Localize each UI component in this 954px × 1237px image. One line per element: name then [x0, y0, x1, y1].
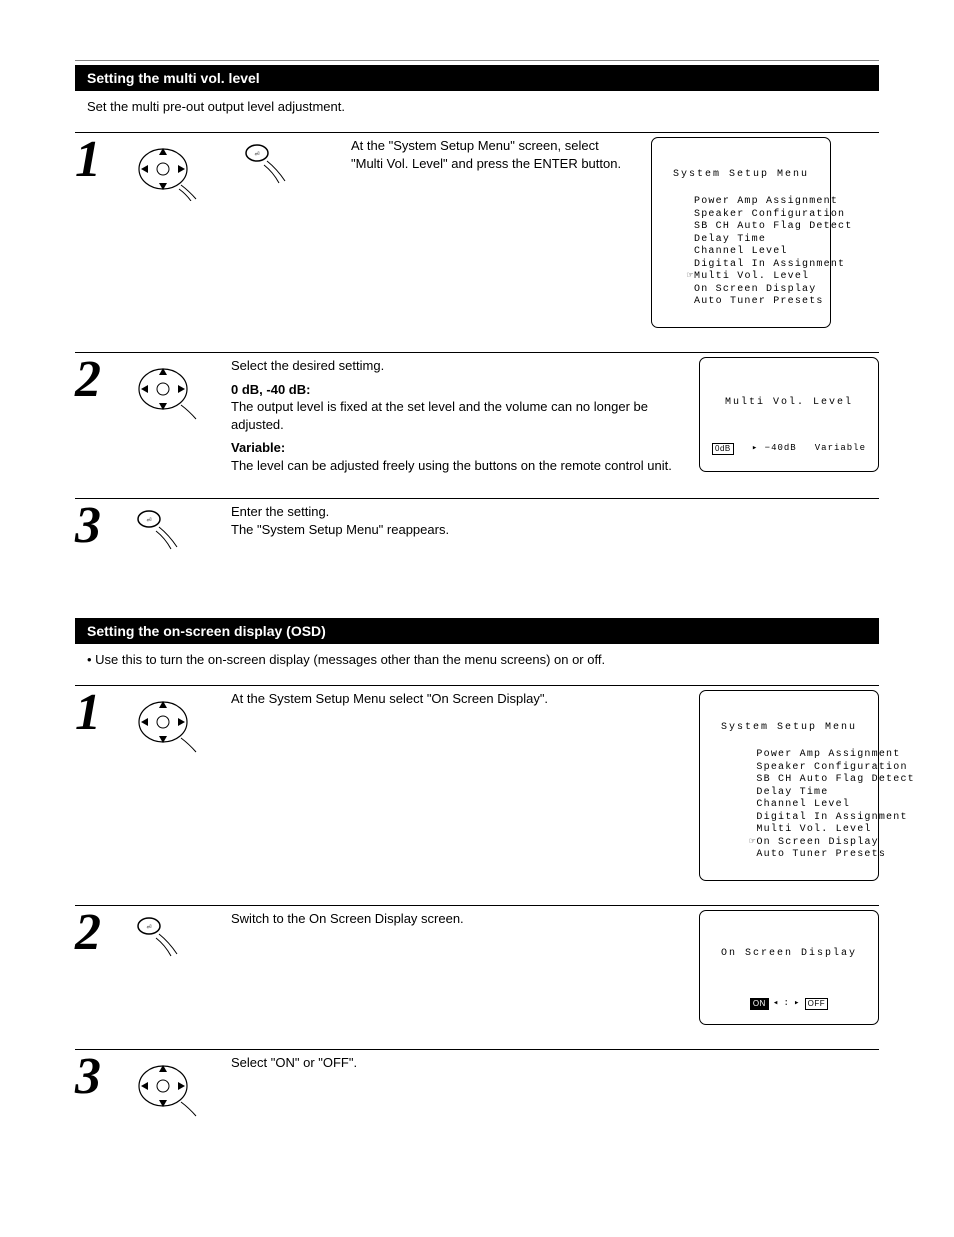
section-header-osd: Setting the on-screen display (OSD): [75, 618, 879, 644]
separator: :: [783, 998, 790, 1009]
step-number: 2: [75, 357, 131, 404]
dpad-icon: [131, 694, 201, 757]
menu-title: System Setup Menu: [658, 169, 824, 182]
section2-step2: 2 ⏎ Switch to the On Screen Display scre…: [75, 905, 879, 1025]
opt-0db: 0dB: [712, 443, 734, 455]
section1-step2: 2 Select the desired settimg. 0 dB, -40 …: [75, 352, 879, 474]
step-number: 1: [75, 690, 131, 737]
arrow-left-icon: ◂: [773, 998, 780, 1009]
s2-step2-text: Switch to the On Screen Display screen.: [231, 911, 464, 926]
dpad-icon: [131, 141, 201, 204]
off-badge: OFF: [805, 998, 829, 1010]
s2-step1-text: At the System Setup Menu select "On Scre…: [231, 691, 548, 706]
menu-title: Multi Vol. Level: [706, 397, 872, 410]
section2-bullet: • Use this to turn the on-screen display…: [75, 652, 879, 667]
step-number: 1: [75, 137, 131, 184]
menu-screen-s2s2: On Screen Display ON ◂ : ▸ OFF: [699, 910, 879, 1025]
step1-text: At the "System Setup Menu" screen, selec…: [351, 138, 621, 171]
dpad-icon: [131, 1058, 201, 1121]
section-header-multi-vol: Setting the multi vol. level: [75, 65, 879, 91]
enter-button-icon: ⏎: [239, 141, 289, 189]
menu-screen-step2: Multi Vol. Level 0dB ▸ −40dB Variable: [699, 357, 879, 472]
menu-title: System Setup Menu: [706, 722, 872, 735]
step-number: 3: [75, 1054, 131, 1101]
step3-line1: Enter the setting.: [231, 503, 679, 521]
opt-40db: ▸ −40dB: [752, 443, 797, 455]
menu-screen-s2s1: System Setup Menu Power Amp Assignment S…: [699, 690, 879, 881]
section1-step1: 1 ⏎ At the "System Setup Menu" s: [75, 132, 879, 328]
on-badge: ON: [750, 998, 769, 1010]
opt-variable: Variable: [815, 443, 866, 455]
step2-sub1-body: The output level is fixed at the set lev…: [231, 398, 679, 433]
svg-text:⏎: ⏎: [146, 924, 151, 931]
step3-line2: The "System Setup Menu" reappears.: [231, 521, 679, 539]
enter-button-icon: ⏎: [131, 914, 181, 962]
step2-sub2-head: Variable:: [231, 439, 679, 457]
dpad-icon: [131, 361, 201, 424]
svg-text:⏎: ⏎: [146, 517, 151, 524]
menu-title: On Screen Display: [706, 948, 872, 961]
section2-step1: 1 At the System Setup Menu select "On Sc…: [75, 685, 879, 881]
section1-intro: Set the multi pre-out output level adjus…: [75, 99, 879, 114]
svg-text:⏎: ⏎: [254, 151, 259, 158]
s2-step3-text: Select "ON" or "OFF".: [231, 1055, 357, 1070]
arrow-right-icon: ▸: [794, 998, 801, 1009]
section2-step3: 3 Select "ON" or "OFF".: [75, 1049, 879, 1121]
menu-screen-step1: System Setup Menu Power Amp Assignment S…: [651, 137, 831, 328]
step-number: 3: [75, 503, 131, 550]
step2-sub1-head: 0 dB, -40 dB:: [231, 381, 679, 399]
step2-sub2-body: The level can be adjusted freely using t…: [231, 457, 679, 475]
step-number: 2: [75, 910, 131, 957]
step2-intro: Select the desired settimg.: [231, 357, 679, 375]
section1-step3: 3 ⏎ Enter the setting. The "System Setup…: [75, 498, 879, 568]
enter-button-icon: ⏎: [131, 507, 181, 555]
